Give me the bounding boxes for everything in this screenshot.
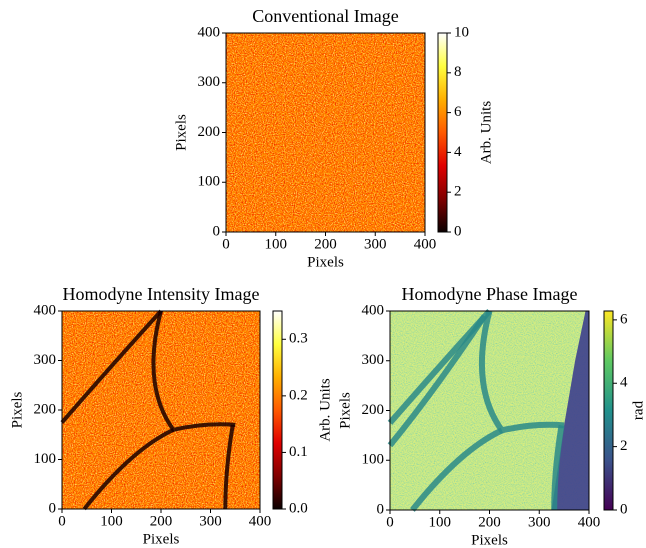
y-tick-label: 400 [198,24,221,40]
colorbar-tick-label: 0.2 [289,387,308,403]
x-tick-label: 100 [429,514,452,530]
image-feature [82,427,175,511]
x-tick-label: 0 [222,236,230,252]
image-feature [551,424,565,511]
x-tick-label: 300 [528,514,551,530]
colorbar-tick-label: 4 [454,144,462,160]
colorbar-label: Arb. Units [317,378,333,441]
y-axis-label: Pixels [337,392,353,429]
colorbar-tick-label: 0 [454,223,462,239]
colorbar-tick-label: 4 [620,375,628,391]
x-tick-label: 400 [578,514,601,530]
colorbar-label: rad [630,400,646,420]
x-tick-label: 400 [414,236,437,252]
y-tick-label: 300 [34,352,57,368]
y-tick-label: 0 [213,223,221,239]
y-tick-label: 200 [34,401,57,417]
y-tick-label: 100 [362,452,385,468]
image-feature [478,310,565,434]
y-tick-label: 300 [198,74,221,90]
y-tick-label: 0 [377,501,385,517]
image-feature [151,310,236,433]
colorbar-tick-label: 8 [454,64,462,80]
y-tick-label: 200 [362,402,385,418]
image [226,33,425,232]
y-tick-label: 100 [34,451,57,467]
x-tick-label: 300 [364,236,387,252]
image-feature [410,427,504,512]
y-axis-label: Pixels [9,392,25,429]
chart-title: Homodyne Intensity Image [63,284,260,304]
x-tick-label: 100 [265,236,288,252]
colorbar [603,310,614,511]
x-axis-label: Pixels [143,531,180,547]
colorbar-tick-label: 6 [620,311,628,327]
colorbar-tick-label: 0.0 [289,500,308,516]
colorbar-tick-label: 0.3 [289,331,308,347]
y-tick-label: 100 [198,174,221,190]
x-tick-label: 100 [100,513,123,529]
x-tick-label: 400 [249,513,272,529]
colorbar-tick-label: 0.1 [289,444,308,460]
colorbar [272,310,283,510]
y-tick-label: 300 [362,352,385,368]
colorbar-tick-label: 10 [454,24,469,40]
x-tick-label: 0 [58,513,66,529]
y-axis-label: Pixels [173,114,189,151]
x-tick-label: 0 [386,514,394,530]
colorbar-tick-label: 0 [620,501,628,517]
image-feature [387,314,487,448]
x-tick-label: 200 [478,514,501,530]
colorbar-label: Arb. Units [478,101,494,164]
image-feature [60,309,163,424]
y-tick-label: 400 [34,302,57,318]
x-tick-label: 200 [314,236,337,252]
x-tick-label: 200 [150,513,173,529]
y-tick-label: 200 [198,124,221,140]
y-tick-label: 400 [362,302,385,318]
chart-title: Homodyne Phase Image [402,284,578,304]
chart-title: Conventional Image [252,6,398,26]
image-region [551,311,589,510]
y-tick-label: 0 [49,500,57,516]
x-axis-label: Pixels [307,254,344,270]
x-axis-label: Pixels [471,532,508,548]
colorbar-tick-label: 2 [454,184,462,200]
x-tick-label: 300 [199,513,222,529]
colorbar-tick-label: 6 [454,104,462,120]
colorbar [437,32,448,233]
image-feature [223,424,235,510]
colorbar-tick-label: 2 [620,438,628,454]
